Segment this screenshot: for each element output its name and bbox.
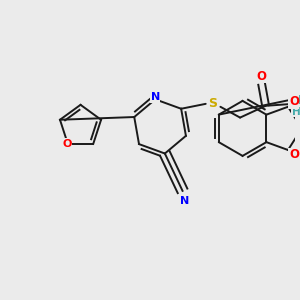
Text: O: O	[62, 139, 71, 149]
Text: O: O	[289, 148, 299, 161]
Text: H: H	[292, 107, 300, 117]
Text: N: N	[151, 92, 160, 102]
Text: N: N	[180, 196, 189, 206]
Text: O: O	[289, 95, 299, 108]
Text: S: S	[208, 97, 217, 110]
Text: O: O	[257, 70, 267, 83]
Text: N: N	[291, 94, 300, 107]
